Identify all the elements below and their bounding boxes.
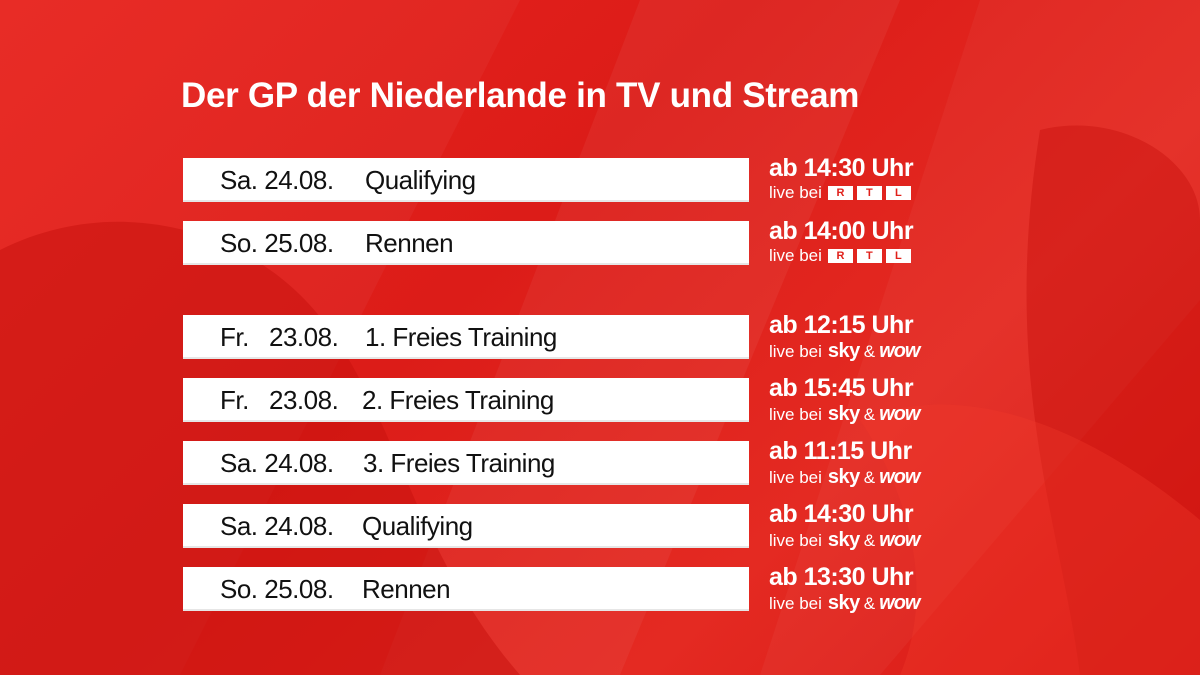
event-time: ab 14:30 Uhr — [769, 154, 914, 182]
event-name: 1. Freies Training — [365, 322, 557, 352]
event-time: ab 12:15 Uhr — [769, 311, 914, 339]
event-bar: So. 25.08. Rennen — [183, 567, 749, 611]
schedule-row: Sa. 24.08. 3. Freies Training ab 11:15 U… — [0, 437, 1200, 488]
live-label: live bei — [769, 341, 822, 361]
sky-logo: sky — [827, 529, 860, 551]
event-date: Sa. 24.08. — [220, 165, 334, 195]
wow-logo: wow — [879, 340, 920, 362]
ampersand: & — [863, 404, 876, 424]
wow-logo: wow — [879, 403, 920, 425]
event-time: ab 15:45 Uhr — [769, 374, 914, 402]
event-bar: Sa. 24.08. Qualifying — [183, 504, 749, 548]
wow-logo: wow — [879, 529, 920, 551]
event-bar: Fr. 23.08. 2. Freies Training — [183, 378, 749, 422]
schedule-row: So. 25.08. Rennen ab 14:00 Uhr live bei … — [0, 217, 1200, 266]
wow-logo: wow — [879, 466, 920, 488]
event-date: Sa. 24.08. — [220, 448, 334, 478]
event-bar: So. 25.08. Rennen — [183, 221, 749, 265]
schedule-row: Fr. 23.08. 2. Freies Training ab 15:45 U… — [0, 374, 1200, 425]
event-time: ab 14:30 Uhr — [769, 500, 914, 528]
event-name: Qualifying — [365, 165, 476, 195]
event-date: Sa. 24.08. — [220, 511, 334, 541]
schedule-row: Fr. 23.08. 1. Freies Training ab 12:15 U… — [0, 311, 1200, 362]
page-title: Der GP der Niederlande in TV und Stream — [181, 76, 860, 115]
event-date: Fr. 23.08. — [220, 322, 339, 352]
event-date: So. 25.08. — [220, 574, 334, 604]
wow-logo: wow — [879, 592, 920, 614]
broadcast-info: live bei sky & wow — [769, 529, 920, 552]
sky-logo: sky — [827, 466, 860, 488]
sky-logo: sky — [827, 340, 860, 362]
schedule-row: Sa. 24.08. Qualifying ab 14:30 Uhr live … — [0, 500, 1200, 551]
event-name: Rennen — [365, 228, 454, 258]
event-name: Qualifying — [362, 511, 473, 541]
event-bar: Sa. 24.08. 3. Freies Training — [183, 441, 749, 485]
live-label: live bei — [769, 530, 822, 550]
broadcast-info: live bei sky & wow — [769, 403, 920, 426]
live-label: live bei — [769, 467, 822, 487]
event-bar: Fr. 23.08. 1. Freies Training — [183, 315, 749, 359]
live-label: live bei — [769, 246, 822, 265]
event-time: ab 14:00 Uhr — [769, 217, 914, 245]
event-bar: Sa. 24.08. Qualifying — [183, 158, 749, 202]
ampersand: & — [863, 593, 876, 613]
broadcast-info: live bei sky & wow — [769, 466, 920, 489]
event-date: Fr. 23.08. — [220, 385, 339, 415]
live-label: live bei — [769, 404, 822, 424]
live-label: live bei — [769, 183, 822, 202]
ampersand: & — [863, 341, 876, 361]
schedule-row: So. 25.08. Rennen ab 13:30 Uhr live bei … — [0, 563, 1200, 614]
broadcast-info: live bei sky & wow — [769, 340, 920, 363]
ampersand: & — [863, 467, 876, 487]
sky-logo: sky — [827, 592, 860, 614]
ampersand: & — [863, 530, 876, 550]
event-time: ab 11:15 Uhr — [769, 437, 912, 465]
event-name: 2. Freies Training — [362, 385, 554, 415]
broadcast-info: live bei sky & wow — [769, 592, 920, 615]
event-time: ab 13:30 Uhr — [769, 563, 914, 591]
event-name: Rennen — [362, 574, 451, 604]
event-name: 3. Freies Training — [363, 448, 555, 478]
sky-logo: sky — [827, 403, 860, 425]
live-label: live bei — [769, 593, 822, 613]
event-date: So. 25.08. — [220, 228, 334, 258]
schedule-row: Sa. 24.08. Qualifying ab 14:30 Uhr live … — [0, 154, 1200, 203]
